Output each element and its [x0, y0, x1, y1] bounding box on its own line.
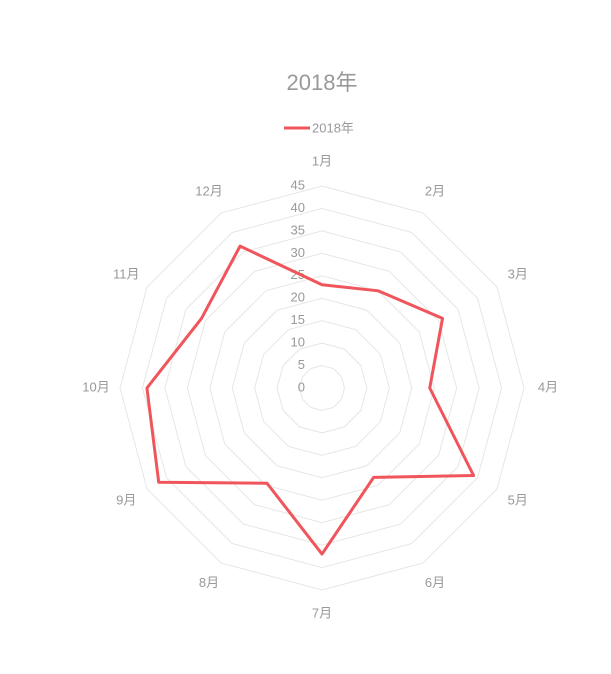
- category-label: 6月: [425, 575, 445, 590]
- chart-title: 2018年: [287, 70, 358, 95]
- grid-ring: [141, 207, 503, 569]
- category-label: 7月: [312, 605, 332, 620]
- tick-label: 40: [291, 200, 305, 215]
- tick-label: 20: [291, 290, 305, 305]
- category-label: 10月: [82, 379, 109, 394]
- category-label: 8月: [199, 575, 219, 590]
- tick-label: 0: [298, 379, 305, 394]
- tick-label: 45: [291, 177, 305, 192]
- grid-ring: [209, 275, 435, 501]
- grid-ring: [186, 252, 458, 524]
- tick-label: 30: [291, 245, 305, 260]
- grid-ring: [254, 320, 390, 456]
- grid-ring: [119, 185, 525, 591]
- category-label: 1月: [312, 153, 332, 168]
- legend-label: 2018年: [312, 120, 354, 135]
- tick-label: 15: [291, 312, 305, 327]
- series-line: [145, 244, 476, 556]
- tick-label: 5: [298, 357, 305, 372]
- category-label: 4月: [538, 379, 558, 394]
- grid-ring: [299, 365, 345, 411]
- category-label: 11月: [113, 266, 140, 281]
- tick-label: 10: [291, 335, 305, 350]
- category-label: 12月: [195, 184, 222, 199]
- category-label: 9月: [116, 492, 136, 507]
- grid-ring: [231, 297, 413, 479]
- category-label: 3月: [508, 266, 528, 281]
- grid-ring: [164, 230, 480, 546]
- tick-label: 35: [291, 222, 305, 237]
- grid-ring: [276, 342, 368, 434]
- category-label: 2月: [425, 184, 445, 199]
- category-label: 5月: [508, 492, 528, 507]
